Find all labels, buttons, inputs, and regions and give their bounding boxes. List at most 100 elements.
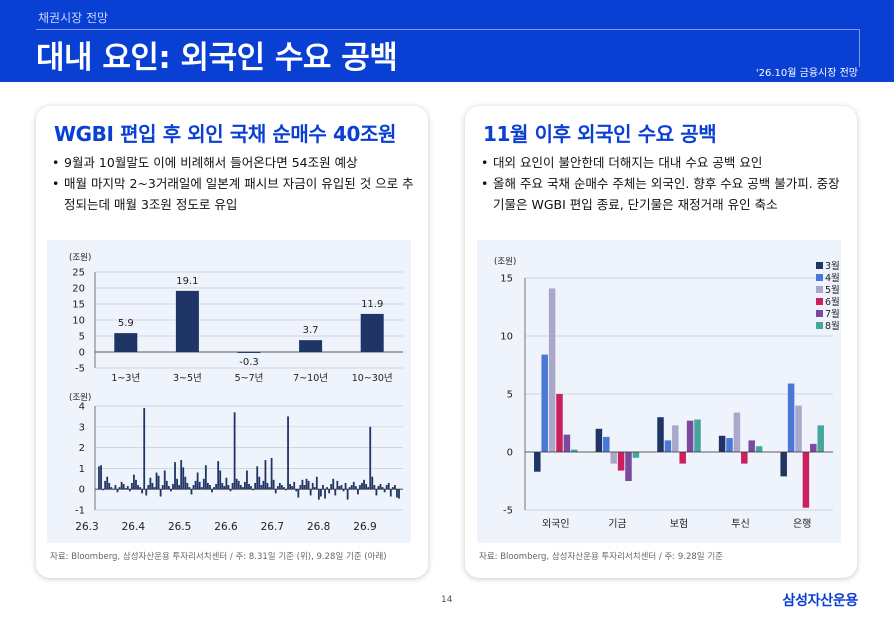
chart2-bar: [124, 488, 127, 490]
chart1-xtick: 1~3년: [111, 373, 140, 384]
chart3-bar: [748, 440, 755, 452]
left-bullet-1: 9월과 10월말도 이에 비례해서 들어온다면 54조원 예상: [50, 152, 422, 173]
chart2-bar: [233, 412, 236, 490]
chart3-bar: [595, 428, 603, 452]
chart1-ytick: 5: [79, 332, 85, 343]
chart2-bar: [106, 476, 109, 490]
chart2-bar: [102, 489, 105, 491]
chart2-bar: [139, 487, 141, 490]
chart2-xtick: 26.4: [122, 521, 146, 533]
chart2-bar: [352, 481, 355, 490]
chart2-bar: [340, 485, 343, 490]
chart1-bar: [360, 313, 384, 352]
chart2-xtick: 26.8: [307, 521, 330, 533]
chart2-bar: [172, 484, 174, 490]
chart2-bar: [190, 489, 193, 495]
page-title: 대내 요인: 외국인 수요 공백: [36, 40, 398, 76]
chart2-bar: [133, 474, 135, 490]
chart2-bar: [274, 489, 277, 494]
chart3-bar: [733, 412, 741, 452]
chart2-bar: [266, 482, 269, 490]
chart2-bar: [110, 487, 113, 490]
chart2-bar: [346, 489, 349, 500]
left-panel: WGBI 편입 후 외인 국채 순매수 40조원 9월과 10월말도 이에 비례…: [36, 106, 428, 578]
chart3-bar: [817, 425, 824, 452]
chart2-bar: [375, 489, 378, 496]
chart2-bar: [231, 482, 234, 490]
chart2-bar: [167, 486, 170, 490]
chart2-bar: [338, 486, 341, 490]
chart2-bar: [100, 465, 102, 490]
left-chart-area: (조원) -5 0 5 10 15 20 25 5.9 1~3년 19.1 3~5년 -0.3 5~7년 3…: [47, 240, 411, 543]
chart2-bar: [264, 460, 267, 490]
chart3-legend-label: 5월: [825, 284, 840, 296]
chart3-legend-swatch: [816, 274, 823, 281]
chart2-bar: [153, 487, 156, 490]
chart1-ytick: 15: [72, 300, 85, 311]
chart3-ytick: 15: [500, 274, 513, 285]
chart2-bar: [215, 484, 218, 490]
right-panel-title: 11월 이후 외국인 수요 공백: [483, 122, 717, 146]
chart2-bar: [287, 416, 289, 490]
chart2-bar: [141, 489, 144, 494]
chart2-bar: [235, 478, 238, 490]
chart2-bar: [192, 485, 195, 490]
chart2-xtick: 26.9: [353, 521, 376, 533]
chart1-data-label: 5.9: [118, 318, 134, 329]
chart2-bar: [280, 485, 283, 490]
chart3-bar: [625, 452, 632, 481]
chart2-bar: [223, 486, 226, 490]
chart2-bar: [145, 489, 148, 496]
chart2-bar: [387, 482, 390, 490]
left-source-note: 자료: Bloomberg, 삼성자산운용 투자리서치센터 / 주: 8.31일…: [50, 552, 387, 562]
chart2-bar: [161, 485, 164, 490]
left-bullet-2: 매월 마지막 2~3거래일에 일본계 패시브 자금이 유입된 것 으로 추정되는…: [50, 173, 422, 215]
section-label: 채권시장 전망: [38, 11, 109, 25]
chart1-data-label: 3.7: [303, 325, 319, 336]
chart2-bar: [184, 476, 187, 490]
chart2-bar: [116, 489, 119, 493]
chart2-bar: [213, 487, 215, 490]
chart2-bar: [317, 489, 320, 500]
chart2-bar: [383, 489, 386, 493]
chart2-bar: [163, 470, 166, 490]
chart2-bar: [221, 482, 224, 490]
chart2-bar: [369, 426, 372, 490]
chart2-bar: [126, 486, 129, 490]
daily-net-buy-chart: (조원) -1 0 1 2 3 4 26.3 26.4 26.5 26.6 26.7 26.8 26.9: [69, 393, 403, 533]
chart3-bar: [686, 420, 694, 452]
chart2-bar: [186, 482, 189, 490]
chart3-legend-label: 8월: [825, 320, 840, 332]
chart2-bar: [359, 485, 361, 490]
chart3-bar: [810, 443, 817, 452]
chart2-xtick: 26.3: [75, 521, 98, 533]
chart2-bar: [322, 485, 324, 490]
chart2-bar: [365, 484, 368, 490]
header-rule: [36, 29, 860, 67]
chart2-bar: [159, 489, 162, 497]
chart3-bar: [718, 435, 726, 452]
chart3-bar: [726, 438, 733, 452]
chart3-xtick: 기금: [608, 518, 626, 530]
chart2-bar: [270, 458, 273, 490]
chart2-bar: [188, 487, 191, 490]
chart2-bar: [248, 484, 250, 490]
chart3-legend-label: 4월: [825, 272, 840, 284]
chart2-bar: [137, 485, 139, 490]
chart2-bar: [211, 489, 213, 493]
chart1-ytick: 20: [72, 284, 85, 295]
chart2-bar: [278, 482, 281, 490]
chart2-bar: [289, 484, 291, 490]
chart2-bar: [332, 478, 335, 490]
chart2-bar: [219, 470, 222, 490]
chart1-bar: [114, 333, 138, 352]
chart3-bar: [795, 405, 802, 452]
chart2-bar: [229, 489, 232, 492]
chart2-ytick: 0: [79, 485, 85, 496]
chart1-ylabel: (조원): [69, 253, 91, 263]
chart2-bar: [293, 481, 296, 490]
chart2-bar: [250, 486, 252, 490]
chart2-ylabel: (조원): [69, 393, 91, 403]
chart1-ytick: -5: [75, 364, 85, 375]
